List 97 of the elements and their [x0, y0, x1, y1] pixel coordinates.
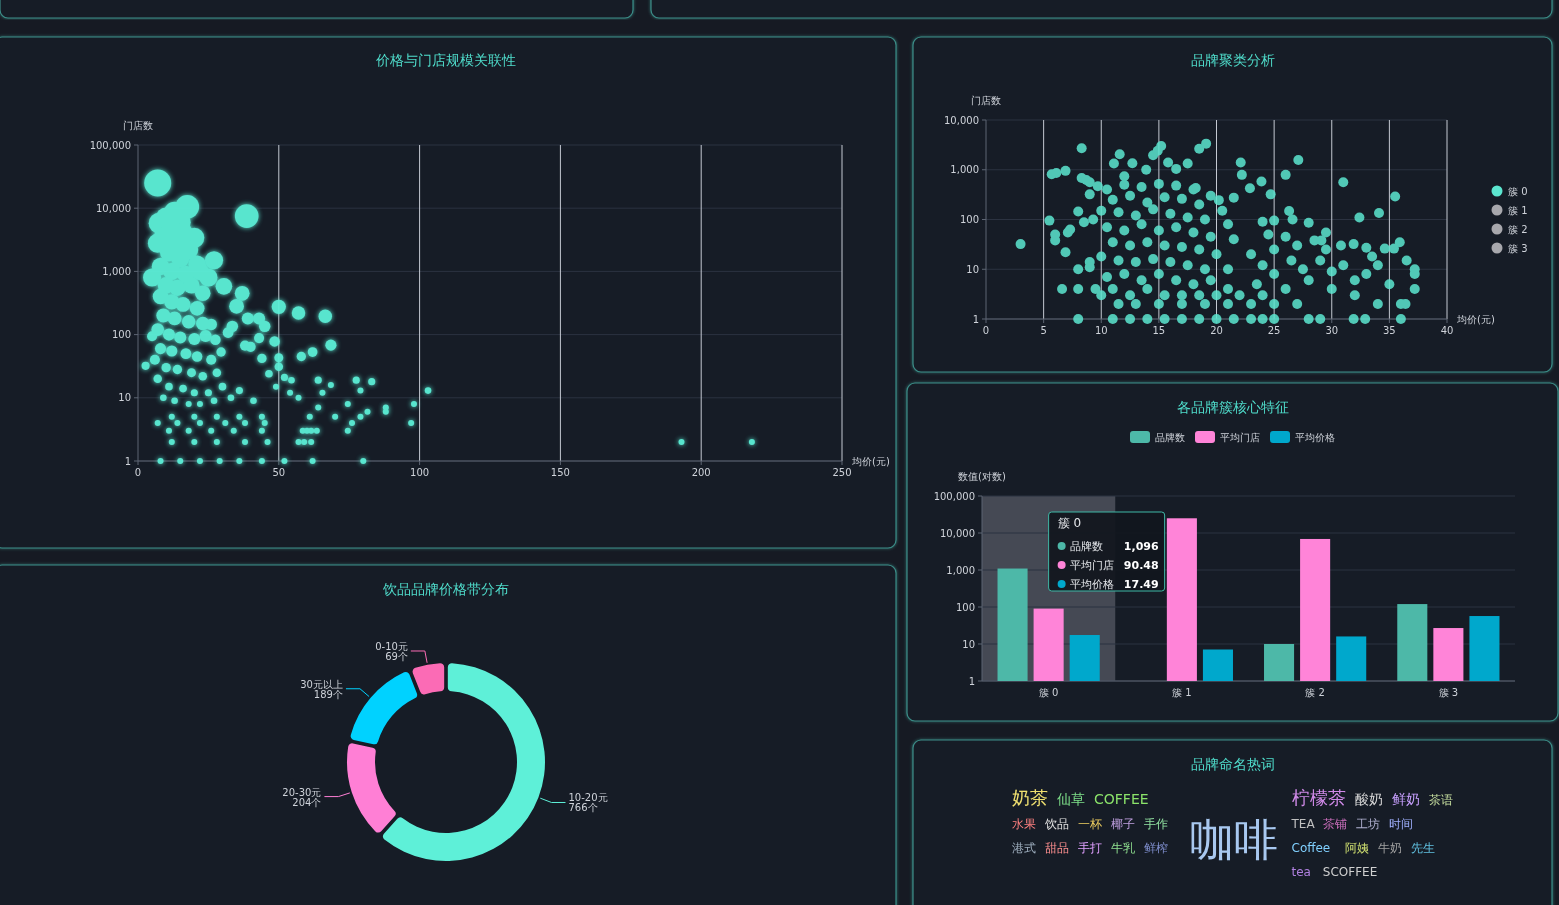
category-label: 鲜奶 — [1391, 791, 1420, 807]
legend-label: 平均价格 — [1069, 577, 1114, 591]
x-tick-label: 200 — [691, 467, 711, 478]
y-tick-label: 10 — [118, 392, 131, 404]
annotation: 90.48 — [1123, 558, 1159, 572]
data-label: 204个 — [292, 796, 322, 808]
category-label: 椰子 — [1111, 817, 1135, 831]
text: 平均价格 — [1295, 431, 1335, 443]
chart-title: 价格与门店规模关联性 — [375, 51, 516, 68]
y-tick-label: 100 — [955, 601, 975, 613]
category-label: Coffee — [1291, 841, 1331, 855]
slice-label: 10-20元 — [568, 792, 608, 804]
y-tick-label: 10,000 — [96, 202, 131, 214]
slice-label: 20-30元 — [282, 786, 322, 798]
text: 品牌命名热词 — [1191, 755, 1275, 772]
x-tick-label: 簇 1 — [1172, 687, 1192, 698]
category-label: 牛乳 — [1111, 841, 1135, 855]
y-axis-title: 门店数 — [123, 120, 153, 131]
category-label: 饮品 — [1044, 817, 1069, 831]
x-tick-label: 10 — [1094, 325, 1108, 336]
x-tick-label: 25 — [1267, 325, 1281, 336]
y-tick-label: 1,000 — [950, 164, 979, 176]
x-tick-label: 簇 2 — [1305, 687, 1325, 698]
x-tick-label: 簇 3 — [1438, 687, 1459, 698]
legend-label: 簇 3 — [1508, 242, 1528, 254]
y-tick-label: 1,000 — [946, 564, 975, 576]
category-label: 牛奶 — [1378, 841, 1403, 855]
legend-label: 平均门店 — [1069, 558, 1114, 572]
data-label: 189个 — [313, 688, 343, 700]
category-label: SCOFFEE — [1322, 865, 1378, 879]
y-tick-label: 100,000 — [933, 490, 975, 502]
y-tick-label: 1,000 — [102, 265, 131, 277]
y-tick-label: 1 — [972, 313, 979, 325]
donut-slice — [382, 663, 545, 861]
category-label: 时间 — [1388, 817, 1413, 831]
text: 平均门店 — [1220, 431, 1260, 443]
slice-label: 0-10元 — [375, 640, 408, 652]
y-axis-title: 门店数 — [971, 95, 1001, 106]
category-label: 鲜榨 — [1144, 841, 1168, 855]
x-axis-title: 均价(元) — [1456, 313, 1495, 325]
legend-label: 簇 1 — [1508, 204, 1528, 216]
x-tick-label: 50 — [272, 467, 286, 478]
y-tick-label: 10,000 — [940, 527, 975, 539]
y-tick-label: 1 — [124, 455, 131, 467]
category-label: COFFEE — [1094, 791, 1149, 807]
y-tick-label: 10 — [962, 638, 975, 650]
legend-label: 品牌数 — [1069, 539, 1103, 553]
category-label: 手作 — [1144, 817, 1168, 831]
donut-slice — [347, 743, 396, 833]
y-tick-label: 10,000 — [944, 114, 979, 126]
text: 品牌数 — [1155, 431, 1185, 443]
text: 簇 0 — [1057, 516, 1082, 530]
chart-title: 饮品品牌价格带分布 — [382, 580, 509, 597]
x-axis-title: 均价(元) — [851, 455, 890, 467]
x-tick-label: 20 — [1210, 325, 1223, 336]
category-label: 甜品 — [1045, 841, 1069, 855]
data-label: 766个 — [568, 802, 598, 814]
category-label: 茶语 — [1428, 793, 1453, 807]
y-axis-title: 数值(对数) — [958, 471, 1006, 482]
category-label: 手打 — [1078, 841, 1102, 855]
x-tick-label: 100 — [410, 467, 430, 478]
x-tick-label: 5 — [1040, 325, 1047, 336]
category-label: 仙草 — [1057, 791, 1085, 807]
x-tick-label: 35 — [1383, 325, 1396, 336]
y-tick-label: 10 — [966, 263, 979, 275]
category-label: 酸奶 — [1354, 791, 1383, 807]
annotation: 1,096 — [1123, 539, 1159, 553]
y-tick-label: 100 — [959, 214, 979, 225]
x-tick-label: 15 — [1152, 325, 1166, 336]
category-label: TEA — [1290, 817, 1316, 831]
x-tick-label: 30 — [1325, 325, 1339, 336]
legend-label: 簇 2 — [1508, 223, 1528, 235]
category-label: 一杯 — [1078, 817, 1102, 831]
x-tick-label: 簇 0 — [1038, 687, 1059, 698]
x-tick-label: 150 — [550, 467, 570, 478]
x-tick-label: 40 — [1440, 325, 1454, 336]
category-label: 先生 — [1411, 841, 1436, 855]
category-label: 工坊 — [1355, 817, 1380, 831]
category-label: 水果 — [1012, 817, 1036, 831]
chart-title: 各品牌簇核心特征 — [1177, 398, 1289, 415]
y-tick-label: 1 — [968, 675, 975, 687]
category-label: 茶铺 — [1322, 817, 1347, 831]
donut-slice — [350, 671, 418, 745]
category-label: 阿姨 — [1345, 841, 1370, 855]
category-label: 柠檬茶 — [1291, 787, 1346, 808]
category-label: tea — [1291, 865, 1311, 879]
category-label: 港式 — [1012, 841, 1036, 855]
x-tick-label: 250 — [832, 467, 852, 478]
y-tick-label: 100,000 — [89, 139, 131, 151]
annotation: 17.49 — [1123, 577, 1159, 591]
x-tick-label: 0 — [982, 325, 990, 336]
slice-label: 30元以上 — [300, 678, 343, 690]
category-label: 咖啡 — [1189, 814, 1278, 865]
chart-title: 品牌聚类分析 — [1191, 51, 1275, 68]
legend-label: 簇 0 — [1508, 185, 1528, 197]
x-tick-label: 0 — [134, 467, 142, 478]
category-label: 奶茶 — [1012, 787, 1048, 808]
